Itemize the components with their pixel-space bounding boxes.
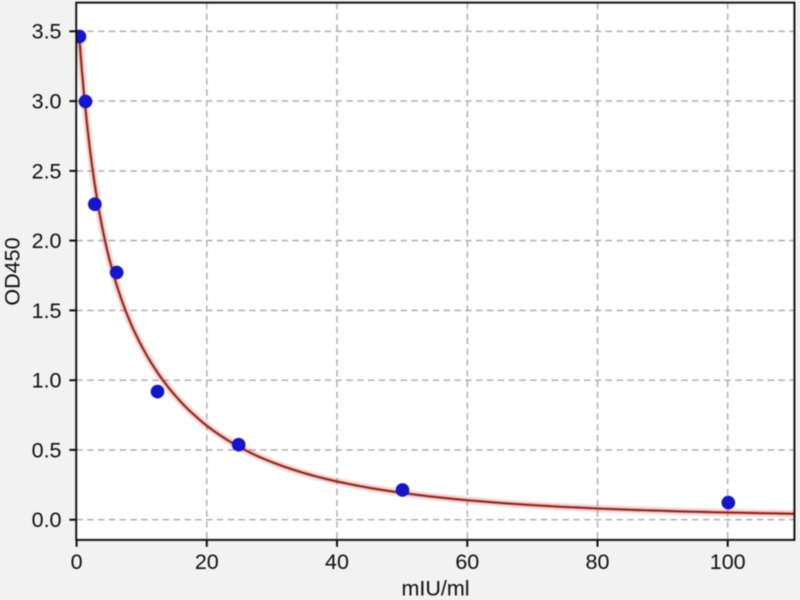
svg-text:1.0: 1.0 — [32, 369, 62, 393]
svg-text:1.5: 1.5 — [32, 299, 62, 323]
svg-text:0.5: 0.5 — [32, 438, 62, 462]
svg-text:100: 100 — [710, 550, 746, 574]
svg-text:80: 80 — [586, 550, 610, 574]
svg-text:20: 20 — [195, 550, 219, 574]
svg-text:2.5: 2.5 — [32, 159, 62, 183]
svg-text:OD450: OD450 — [0, 237, 24, 305]
svg-text:40: 40 — [325, 550, 349, 574]
svg-text:0.0: 0.0 — [32, 508, 62, 532]
svg-text:60: 60 — [455, 550, 479, 574]
svg-text:mIU/ml: mIU/ml — [401, 577, 469, 600]
svg-text:3.0: 3.0 — [32, 90, 62, 114]
svg-text:3.5: 3.5 — [32, 20, 62, 44]
svg-text:2.0: 2.0 — [32, 229, 62, 253]
svg-text:0: 0 — [71, 550, 83, 574]
